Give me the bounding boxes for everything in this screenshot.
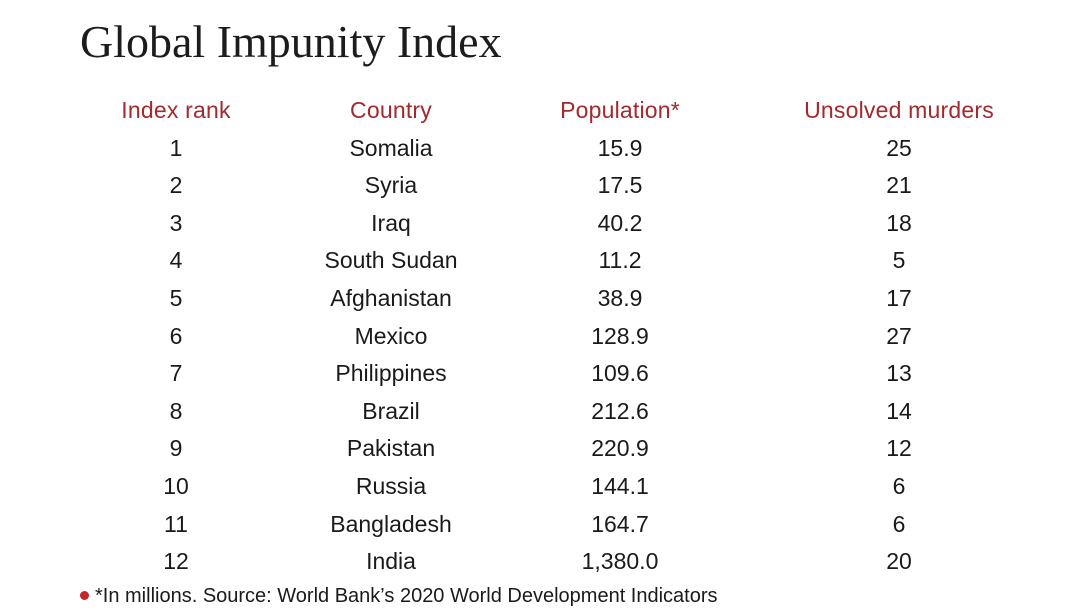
cell-unsolved-murders: 25 bbox=[886, 134, 912, 161]
cell-country: Russia bbox=[355, 472, 427, 499]
cell-unsolved-murders: 6 bbox=[892, 472, 906, 499]
table-row: 3 Iraq 40.2 18 bbox=[0, 205, 1080, 243]
cell-index-rank: 11 bbox=[164, 510, 188, 537]
cell-country: Syria bbox=[364, 172, 418, 199]
cell-index-rank: 1 bbox=[169, 134, 183, 161]
cell-index-rank: 7 bbox=[169, 360, 183, 387]
cell-population: 128.9 bbox=[591, 322, 649, 349]
cell-country: Pakistan bbox=[346, 435, 436, 462]
cell-population: 17.5 bbox=[597, 172, 643, 199]
cell-unsolved-murders: 14 bbox=[886, 397, 912, 424]
cell-index-rank: 10 bbox=[163, 472, 189, 499]
table-row: 1 Somalia 15.9 25 bbox=[0, 130, 1080, 168]
table-row: 4 South Sudan 11.2 5 bbox=[0, 242, 1080, 280]
header-unsolved-murders: Unsolved murders bbox=[804, 97, 994, 123]
cell-unsolved-murders: 20 bbox=[886, 548, 912, 575]
table-row: 5 Afghanistan 38.9 17 bbox=[0, 280, 1080, 318]
cell-population: 38.9 bbox=[597, 284, 643, 311]
cell-country: Iraq bbox=[371, 209, 411, 236]
table-header-row: Index rank Country Population* Unsolved … bbox=[0, 92, 1080, 130]
header-population: Population* bbox=[560, 97, 680, 123]
header-country: Country bbox=[350, 97, 432, 123]
cell-index-rank: 5 bbox=[169, 284, 183, 311]
table-row: 9 Pakistan 220.9 12 bbox=[0, 430, 1080, 468]
table-row: 2 Syria 17.5 21 bbox=[0, 167, 1080, 205]
table-row: 11 Bangladesh 164.7 6 bbox=[0, 506, 1080, 544]
table-row: 12 India 1,380.0 20 bbox=[0, 543, 1080, 581]
cell-unsolved-murders: 13 bbox=[886, 360, 912, 387]
cell-population: 1,380.0 bbox=[581, 548, 659, 575]
page-title: Global Impunity Index bbox=[80, 16, 502, 67]
cell-index-rank: 9 bbox=[169, 435, 183, 462]
cell-country: Bangladesh bbox=[330, 510, 452, 537]
cell-country: India bbox=[366, 548, 416, 575]
cell-index-rank: 12 bbox=[163, 548, 189, 575]
footnote: *In millions. Source: World Bank’s 2020 … bbox=[80, 583, 718, 609]
cell-country: Philippines bbox=[335, 360, 447, 387]
cell-unsolved-murders: 17 bbox=[886, 284, 912, 311]
cell-country: Somalia bbox=[349, 134, 433, 161]
cell-country: Brazil bbox=[362, 397, 420, 424]
cell-population: 144.1 bbox=[591, 472, 649, 499]
table-row: 7 Philippines 109.6 13 bbox=[0, 355, 1080, 393]
cell-unsolved-murders: 5 bbox=[892, 247, 906, 274]
cell-index-rank: 2 bbox=[169, 172, 183, 199]
cell-population: 164.7 bbox=[591, 510, 649, 537]
cell-index-rank: 6 bbox=[169, 322, 183, 349]
cell-population: 11.2 bbox=[598, 247, 642, 274]
cell-population: 40.2 bbox=[597, 209, 643, 236]
cell-population: 220.9 bbox=[591, 435, 649, 462]
cell-country: Afghanistan bbox=[330, 284, 452, 311]
header-index-rank: Index rank bbox=[121, 97, 231, 123]
cell-unsolved-murders: 12 bbox=[886, 435, 912, 462]
table-row: 6 Mexico 128.9 27 bbox=[0, 318, 1080, 356]
cell-unsolved-murders: 27 bbox=[886, 322, 912, 349]
table-body: 1 Somalia 15.9 25 2 Syria 17.5 21 3 Iraq 40.2 18 4 So… bbox=[0, 130, 1080, 581]
impunity-table: Index rank Country Population* Unsolved … bbox=[0, 92, 1080, 581]
cell-index-rank: 3 bbox=[169, 209, 183, 236]
cell-unsolved-murders: 21 bbox=[886, 172, 912, 199]
cell-population: 15.9 bbox=[597, 134, 643, 161]
cell-country: South Sudan bbox=[324, 247, 458, 274]
table-row: 8 Brazil 212.6 14 bbox=[0, 393, 1080, 431]
bullet-dot-icon bbox=[80, 591, 89, 601]
cell-population: 212.6 bbox=[591, 397, 649, 424]
cell-population: 109.6 bbox=[591, 360, 649, 387]
cell-unsolved-murders: 18 bbox=[886, 209, 912, 236]
footnote-text: *In millions. Source: World Bank’s 2020 … bbox=[95, 585, 718, 607]
cell-index-rank: 4 bbox=[169, 247, 183, 274]
table-row: 10 Russia 144.1 6 bbox=[0, 468, 1080, 506]
cell-index-rank: 8 bbox=[169, 397, 183, 424]
cell-country: Mexico bbox=[354, 322, 428, 349]
cell-unsolved-murders: 6 bbox=[892, 510, 906, 537]
